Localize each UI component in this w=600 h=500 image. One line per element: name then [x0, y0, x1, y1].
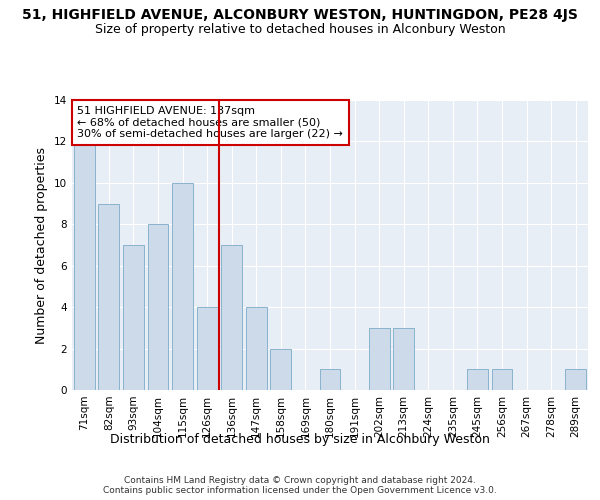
Bar	[368, 328, 389, 390]
Bar	[197, 307, 218, 390]
Text: 51, HIGHFIELD AVENUE, ALCONBURY WESTON, HUNTINGDON, PE28 4JS: 51, HIGHFIELD AVENUE, ALCONBURY WESTON, …	[22, 8, 578, 22]
Y-axis label: Number of detached properties: Number of detached properties	[35, 146, 49, 344]
Bar	[246, 307, 267, 390]
Bar	[320, 370, 340, 390]
Bar	[74, 142, 95, 390]
Bar	[565, 370, 586, 390]
Bar	[148, 224, 169, 390]
Bar	[393, 328, 414, 390]
Text: Size of property relative to detached houses in Alconbury Weston: Size of property relative to detached ho…	[95, 22, 505, 36]
Text: Distribution of detached houses by size in Alconbury Weston: Distribution of detached houses by size …	[110, 432, 490, 446]
Bar	[172, 183, 193, 390]
Bar	[123, 245, 144, 390]
Bar	[491, 370, 512, 390]
Bar	[221, 245, 242, 390]
Bar	[271, 348, 292, 390]
Bar	[467, 370, 488, 390]
Text: Contains HM Land Registry data © Crown copyright and database right 2024.
Contai: Contains HM Land Registry data © Crown c…	[103, 476, 497, 495]
Text: 51 HIGHFIELD AVENUE: 137sqm
← 68% of detached houses are smaller (50)
30% of sem: 51 HIGHFIELD AVENUE: 137sqm ← 68% of det…	[77, 106, 343, 139]
Bar	[98, 204, 119, 390]
